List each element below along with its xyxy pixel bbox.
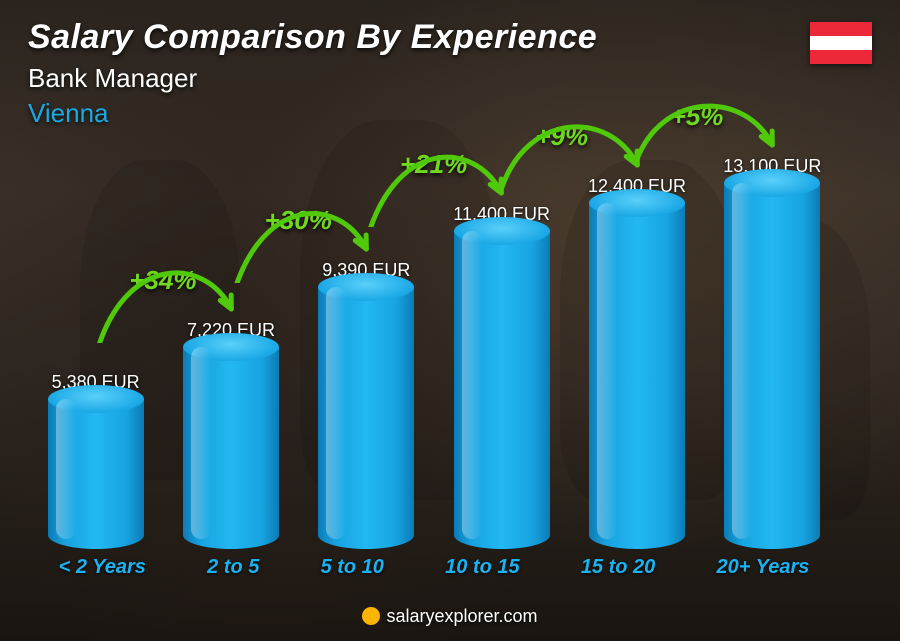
flag-stripe-mid (810, 36, 872, 50)
bar-col: 7,220 EUR (163, 140, 298, 549)
bar-col: 13,100 EUR (705, 140, 840, 549)
bar-shine (597, 203, 617, 539)
attribution-text: salaryexplorer.com (386, 606, 537, 626)
attribution: salaryexplorer.com (0, 606, 900, 627)
bar-category-label: 15 to 20 (581, 556, 655, 579)
chart-subtitle: Bank Manager (28, 63, 597, 94)
header: Salary Comparison By Experience Bank Man… (28, 18, 597, 129)
bar-col: 5,380 EUR (28, 140, 163, 549)
bar-chart: 5,380 EUR7,220 EUR9,390 EUR11,400 EUR12,… (28, 140, 840, 577)
bar (724, 183, 820, 549)
bar-col: 12,400 EUR (569, 140, 704, 549)
bars-container: 5,380 EUR7,220 EUR9,390 EUR11,400 EUR12,… (28, 140, 840, 549)
bar (183, 347, 279, 549)
bar-category-label: 20+ Years (717, 556, 810, 579)
bar-category-label: 10 to 15 (445, 556, 519, 579)
bar-col: 11,400 EUR (434, 140, 569, 549)
logo-dot (362, 607, 380, 625)
chart-title: Salary Comparison By Experience (28, 18, 597, 57)
flag-stripe-top (810, 22, 872, 36)
bar-category-label: 2 to 5 (207, 556, 259, 579)
bar-shine (191, 347, 211, 539)
flag-austria (810, 22, 872, 64)
bar-shine (462, 231, 482, 539)
bar-col: 9,390 EUR (299, 140, 434, 549)
bar-category-label: < 2 Years (59, 556, 146, 579)
categories-row: < 2 Years 2 to 5 5 to 10 10 to 15 15 to 20 20… (28, 556, 840, 579)
bar (454, 231, 550, 549)
bar (589, 203, 685, 549)
bar (48, 399, 144, 549)
flag-stripe-bot (810, 50, 872, 64)
chart-location: Vienna (28, 98, 597, 129)
bar (318, 287, 414, 549)
bar-category-label: 5 to 10 (321, 556, 384, 579)
bar-shine (326, 287, 346, 539)
bar-shine (56, 399, 76, 539)
bar-shine (732, 183, 752, 539)
